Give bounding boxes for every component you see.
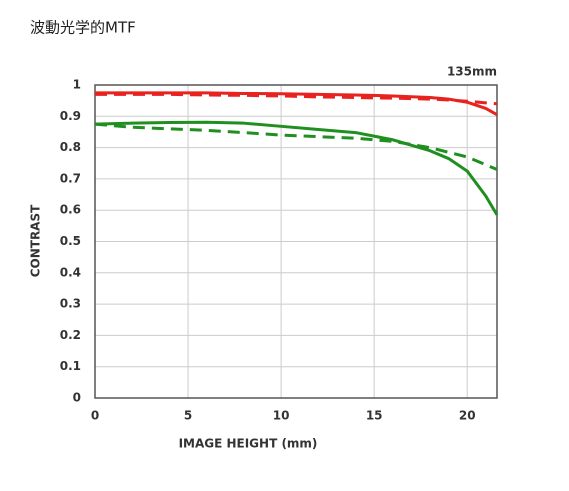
y-tick-label: 0.2 [60, 328, 81, 342]
mtf-line [94, 122, 498, 171]
y-tick-label: 0.7 [60, 171, 81, 185]
y-tick-label: 0.4 [60, 265, 81, 279]
y-tick-label: 0.5 [60, 234, 81, 248]
y-tick-label: 0.6 [60, 203, 81, 217]
y-tick-label: 0.1 [60, 359, 81, 373]
annotation: 135mm [447, 65, 497, 79]
y-axis-label: CONTRAST [29, 204, 43, 277]
y-tick-label: 0.8 [60, 140, 81, 154]
y-tick-label: 1 [73, 78, 81, 92]
chart-title: 波動光学的MTF [30, 19, 136, 37]
mtf-line [95, 92, 498, 106]
mtf-line [94, 120, 499, 216]
x-axis-label: IMAGE HEIGHT (mm) [179, 437, 318, 451]
x-tick-label: 0 [91, 409, 99, 423]
plot-frame [94, 84, 498, 399]
y-tick-label: 0 [73, 391, 81, 405]
x-tick-label: 5 [184, 409, 192, 423]
y-tick-label: 0.3 [60, 297, 81, 311]
x-tick-label: 20 [459, 409, 476, 423]
y-tick-label: 0.9 [60, 109, 81, 123]
x-tick-label: 15 [366, 409, 383, 423]
x-tick-label: 10 [273, 409, 290, 423]
